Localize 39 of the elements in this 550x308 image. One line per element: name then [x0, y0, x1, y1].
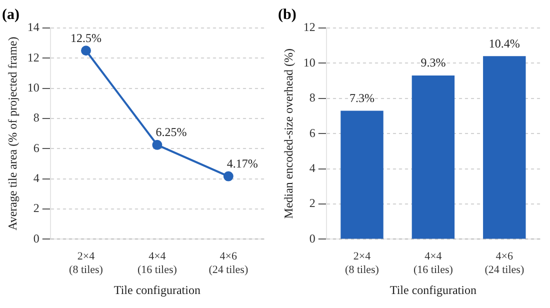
- y-tick-label: 10: [303, 55, 316, 70]
- y-axis-title: Average tile area (% of projected frame): [5, 36, 20, 230]
- y-tick-label: 4: [33, 171, 40, 186]
- point: [152, 140, 162, 150]
- data-label: 6.25%: [156, 125, 187, 140]
- y-tick-label: 10: [27, 80, 40, 94]
- bar: [340, 110, 384, 239]
- data-label: 7.3%: [350, 90, 374, 105]
- data-label: 9.3%: [420, 56, 446, 70]
- y-tick-label: 8: [33, 110, 40, 125]
- bar: [412, 76, 455, 239]
- data-label: 4.17%: [226, 156, 258, 170]
- y-tick-label: 0: [33, 231, 40, 246]
- y-tick-label: 14: [27, 20, 40, 34]
- x-axis-title: Tile configuration: [390, 282, 476, 297]
- y-tick-label: 2: [33, 201, 40, 216]
- y-tick-label: 2: [309, 196, 316, 210]
- point: [223, 171, 234, 182]
- y-tick-label: 4: [309, 160, 316, 175]
- y-tick-label: 6: [33, 140, 40, 155]
- x-tick-label: 4×6 (24 tiles): [208, 250, 248, 276]
- y-tick-label: 12: [27, 50, 40, 64]
- data-label: 10.4%: [488, 36, 520, 50]
- y-tick-label: 8: [309, 90, 316, 105]
- x-axis-title: Tile configuration: [114, 282, 200, 297]
- y-tick-label: 12: [303, 20, 316, 34]
- y-tick-label: 6: [309, 126, 316, 140]
- x-tick-label: 4×4 (16 tiles): [413, 250, 454, 276]
- chart-title: (b): [278, 6, 296, 23]
- data-label: 12.5%: [70, 30, 102, 45]
- chart-title: (a): [2, 6, 20, 23]
- bar: [483, 56, 526, 239]
- y-axis-title: Median encoded-size overhead (%): [281, 48, 296, 219]
- x-tick-label: 4×6 (24 tiles): [484, 250, 524, 276]
- x-tick-label: 4×4 (16 tiles): [137, 250, 178, 276]
- x-tick-label: 2×4 (8 tiles): [69, 250, 104, 276]
- y-tick-label: 0: [309, 231, 316, 246]
- x-tick-label: 2×4 (8 tiles): [345, 250, 380, 276]
- point: [81, 46, 91, 56]
